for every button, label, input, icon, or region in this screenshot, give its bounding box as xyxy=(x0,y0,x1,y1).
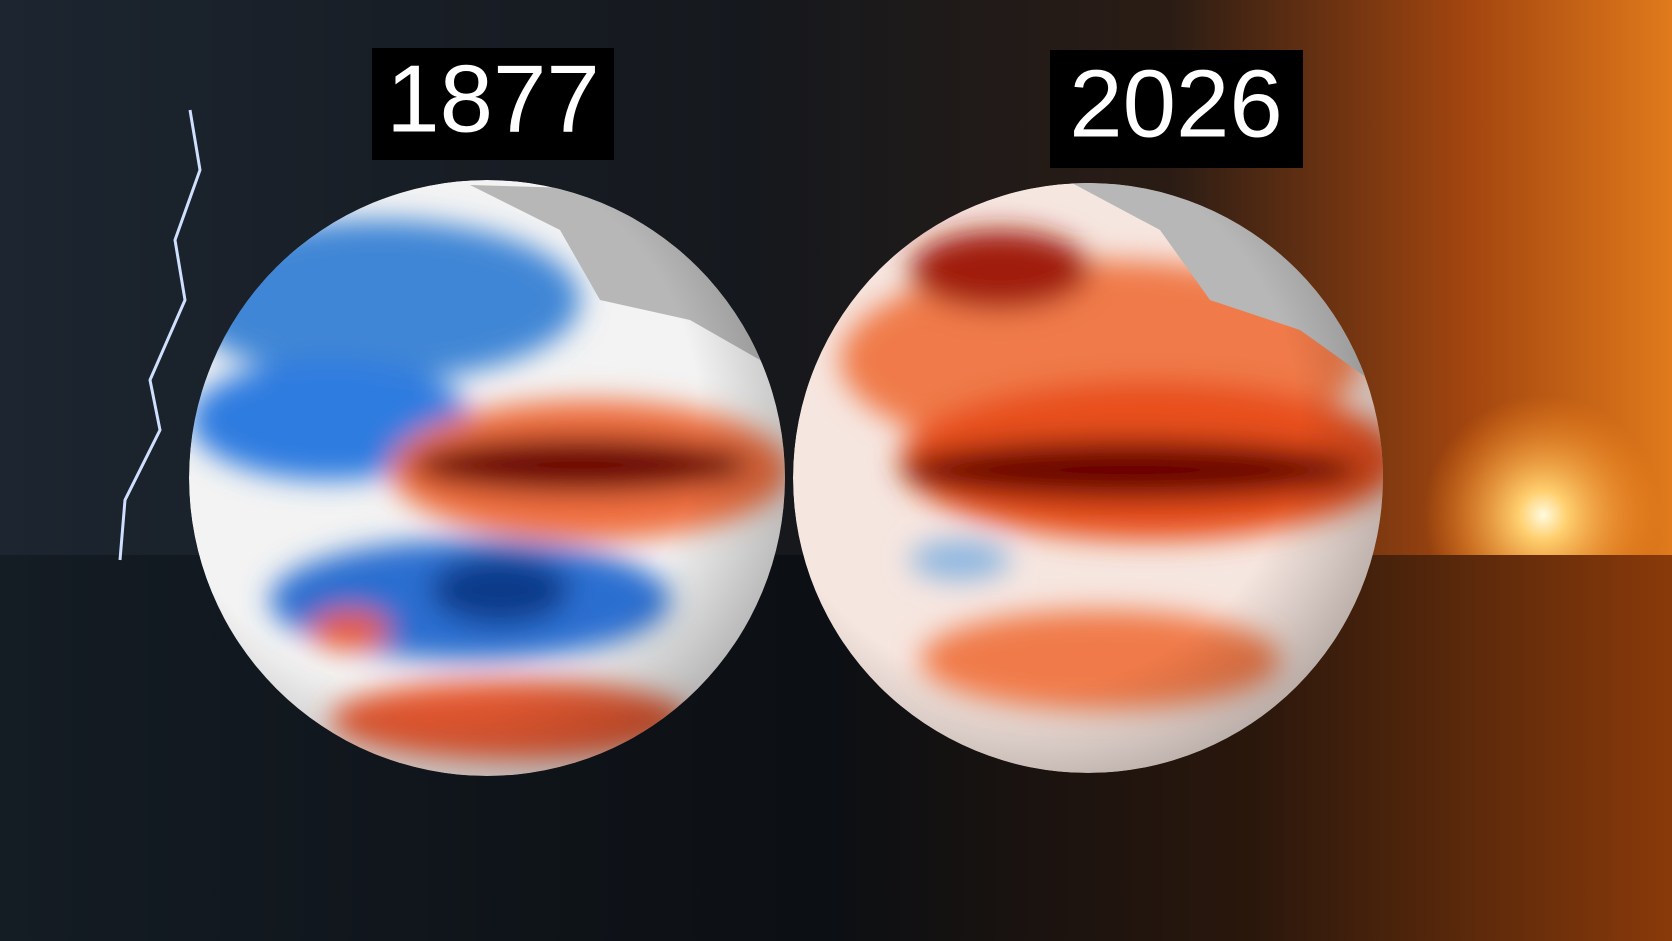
year-label: 2026 xyxy=(1069,50,1283,157)
globe-1877 xyxy=(189,180,785,776)
year-box xyxy=(1050,50,1303,168)
lightning xyxy=(118,109,202,561)
globe-2026 xyxy=(793,183,1383,773)
year-box xyxy=(372,48,614,160)
year-label: 1877 xyxy=(386,45,600,152)
